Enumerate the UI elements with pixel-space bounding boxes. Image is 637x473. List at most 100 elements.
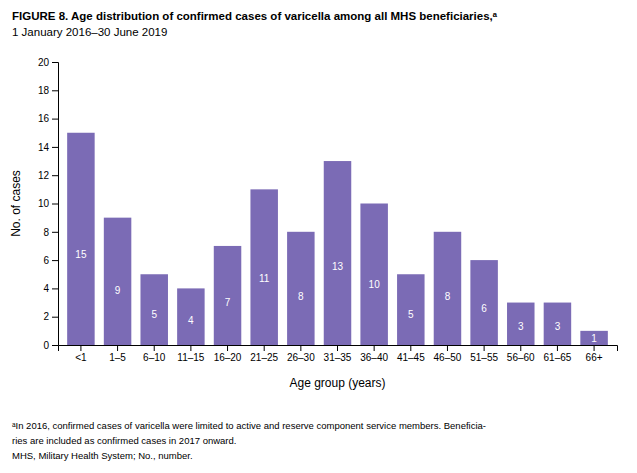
data-label: 15: [75, 249, 87, 260]
x-tick-label: 46–50: [434, 352, 462, 363]
y-tick-mark: [52, 232, 58, 233]
x-axis-title: Age group (years): [289, 376, 385, 390]
x-tick-label: 26–30: [287, 352, 315, 363]
bar: [140, 274, 167, 345]
x-tick-label: 36–40: [360, 352, 388, 363]
title: FIGURE 8. Age distribution of confirmed …: [12, 10, 498, 22]
y-tick-mark: [52, 345, 58, 346]
data-labels: 1595471181310586331: [75, 249, 597, 343]
x-tick: 61–65: [544, 345, 572, 363]
x-tick: 1–5: [109, 345, 126, 363]
x-tick-label: 1–5: [109, 352, 126, 363]
x-tick-label: 6–10: [143, 352, 166, 363]
x-tick-label: <1: [75, 352, 87, 363]
y-axis-title: No. of cases: [9, 170, 23, 237]
y-tick-label: 8: [43, 227, 49, 238]
data-label: 6: [481, 303, 487, 314]
y-tick: 12: [38, 170, 58, 181]
y-tick-mark: [52, 119, 58, 120]
x-tick: 36–40: [360, 345, 388, 363]
x-tick-mark: [447, 345, 448, 351]
x-tick-mark: [410, 345, 411, 351]
x-tick: 41–45: [397, 345, 425, 363]
x-tick-label: 16–20: [214, 352, 242, 363]
x-tick: 66+: [586, 345, 603, 363]
data-label: 1: [591, 333, 597, 344]
x-tick-label: 11–15: [177, 352, 205, 363]
y-tick-label: 16: [38, 113, 50, 124]
y-tick-mark: [52, 175, 58, 176]
x-tick-mark: [190, 345, 191, 351]
x-tick-mark: [264, 345, 265, 351]
bar: [67, 133, 94, 345]
bar: [360, 204, 387, 346]
data-label: 3: [518, 321, 524, 332]
y-tick-mark: [52, 147, 58, 148]
y-tick-label: 2: [43, 311, 49, 322]
x-tick: 26–30: [287, 345, 315, 363]
x-tick-mark: [300, 345, 301, 351]
data-label: 5: [408, 309, 414, 320]
bar: [580, 331, 607, 345]
y-tick-label: 6: [43, 255, 49, 266]
x-tick: 16–20: [214, 345, 242, 363]
bar: [287, 232, 314, 345]
x-tick: 56–60: [507, 345, 535, 363]
x-tick-label: 21–25: [250, 352, 278, 363]
y-tick-label: 10: [38, 198, 50, 209]
x-tick-mark: [520, 345, 521, 351]
x-axis-line: [59, 346, 618, 352]
data-label: 3: [555, 321, 561, 332]
y-tick-mark: [52, 260, 58, 261]
bar: [177, 288, 204, 345]
data-label: 8: [298, 291, 304, 302]
data-label: 8: [445, 291, 451, 302]
footnote: ries are included as confirmed cases in …: [12, 435, 236, 446]
bar: [104, 218, 131, 345]
x-tick: 51–55: [470, 345, 498, 363]
x-tick: 6–10: [143, 345, 166, 363]
x-tick-mark: [557, 345, 558, 351]
bar: [214, 246, 241, 345]
x-tick-mark: [484, 345, 485, 351]
data-label: 5: [151, 309, 157, 320]
y-tick-label: 18: [38, 85, 50, 96]
y-tick: 6: [43, 255, 58, 266]
x-tick-mark: [117, 345, 118, 351]
y-tick-mark: [52, 317, 58, 318]
data-label: 7: [225, 297, 231, 308]
data-label: 13: [332, 261, 344, 272]
x-tick-mark: [374, 345, 375, 351]
bar: [544, 303, 571, 345]
x-tick-mark: [154, 345, 155, 351]
y-axis-line: [52, 63, 59, 346]
y-tick-mark: [52, 62, 58, 63]
y-tick: 4: [43, 283, 58, 294]
y-tick-mark: [52, 288, 58, 289]
y-tick: 8: [43, 227, 58, 238]
x-tick-mark: [80, 345, 81, 351]
x-tick: 46–50: [434, 345, 462, 363]
data-label: 9: [115, 285, 121, 296]
y-tick-label: 12: [38, 170, 50, 181]
y-tick-label: 20: [38, 57, 50, 68]
data-label: 4: [188, 315, 194, 326]
footnote: MHS, Military Health System; No., number…: [12, 450, 193, 461]
chart: FIGURE 8. Age distribution of confirmed …: [0, 0, 637, 473]
data-label: 10: [369, 279, 381, 290]
x-tick-label: 66+: [586, 352, 603, 363]
x-tick-mark: [227, 345, 228, 351]
x-tick: <1: [75, 345, 87, 363]
y-tick-label: 14: [38, 142, 50, 153]
x-tick-label: 51–55: [470, 352, 498, 363]
bar: [434, 232, 461, 345]
x-tick-label: 61–65: [544, 352, 572, 363]
y-axis: 02468101214161820: [38, 57, 59, 351]
x-tick: 21–25: [250, 345, 278, 363]
footnote: ᵃIn 2016, confirmed cases of varicella w…: [12, 420, 486, 431]
y-tick: 16: [38, 113, 58, 124]
y-tick-label: 4: [43, 283, 49, 294]
y-tick: 10: [38, 198, 58, 209]
bars: [67, 133, 608, 345]
x-axis: <11–56–1011–1516–2021–2526–3031–3536–404…: [59, 345, 618, 363]
